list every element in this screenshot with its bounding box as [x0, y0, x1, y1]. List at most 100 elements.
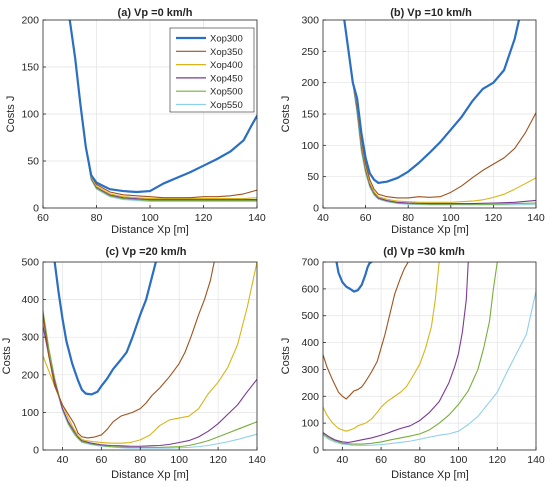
- legend-label-xop450: Xop450: [210, 73, 243, 84]
- x-tick-label: 100: [450, 454, 468, 466]
- series-line-xop300: [68, 20, 257, 194]
- x-tick-label: 100: [141, 212, 159, 224]
- legend-label-xop400: Xop400: [210, 60, 243, 71]
- legend-label-xop300: Xop300: [210, 34, 243, 45]
- y-tick-label: 0: [33, 203, 39, 215]
- x-tick-label: 60: [37, 212, 49, 224]
- y-tick-label: 150: [21, 62, 39, 74]
- x-tick-label: 140: [248, 454, 266, 466]
- series-line-xop300: [335, 262, 373, 293]
- x-tick-label: 140: [527, 454, 545, 466]
- x-tick-label: 80: [91, 212, 103, 224]
- y-tick-label: 700: [301, 257, 319, 269]
- y-tick-label: 300: [301, 15, 319, 27]
- panel-a: (a) Vp =0 km/h 60 80 100 120 140 0 50 100 150 200…: [5, 7, 266, 236]
- series-line-xop400: [343, 20, 536, 203]
- y-tick-label: 50: [27, 156, 39, 168]
- panel-a-series: [68, 20, 257, 202]
- panel-b-xlabel: Distance Xp [m]: [391, 224, 469, 236]
- series-line-xop550: [43, 317, 257, 449]
- panel-b-ticks: 40 60 80 100 120 140 0 50 100 150 200 250 300: [301, 15, 544, 225]
- x-tick-label: 80: [134, 454, 146, 466]
- y-tick-label: 500: [21, 257, 39, 269]
- series-line-xop450: [323, 262, 469, 444]
- y-tick-label: 300: [21, 332, 39, 344]
- y-tick-label: 0: [313, 203, 319, 215]
- panel-c-xlabel: Distance Xp [m]: [111, 469, 189, 481]
- panel-b-series: [343, 20, 536, 206]
- y-tick-label: 100: [21, 407, 39, 419]
- x-tick-label: 120: [209, 454, 227, 466]
- y-tick-label: 400: [21, 294, 39, 306]
- legend-label-xop500: Xop500: [210, 87, 243, 98]
- legend-label-xop350: Xop350: [210, 47, 243, 58]
- y-tick-label: 100: [301, 418, 319, 430]
- x-tick-label: 60: [96, 454, 108, 466]
- y-tick-label: 200: [301, 391, 319, 403]
- x-tick-label: 140: [248, 212, 266, 224]
- panel-d-series: [323, 262, 536, 446]
- series-line-xop350: [343, 20, 536, 199]
- panel-a-xlabel: Distance Xp [m]: [111, 224, 189, 236]
- panel-c-axes-box: [42, 261, 258, 451]
- panel-b: (b) Vp =10 km/h 40 60 80 100 120 140 0 50 100 150…: [280, 7, 545, 236]
- legend-entries: Xop300 Xop350 Xop400 Xop450 Xop500 Xop550: [176, 34, 243, 111]
- y-tick-label: 100: [301, 140, 319, 152]
- series-line-xop550: [323, 290, 536, 446]
- y-tick-label: 300: [301, 364, 319, 376]
- series-line-xop450: [343, 20, 536, 205]
- y-tick-label: 200: [21, 369, 39, 381]
- y-tick-label: 600: [301, 283, 319, 295]
- panel-a-title: (a) Vp =0 km/h: [118, 7, 193, 19]
- y-tick-label: 200: [301, 77, 319, 89]
- x-tick-label: 40: [337, 454, 349, 466]
- panel-d-grid: [323, 262, 536, 450]
- x-tick-label: 80: [402, 212, 414, 224]
- y-tick-label: 250: [301, 46, 319, 58]
- panel-b-title: (b) Vp =10 km/h: [390, 7, 472, 19]
- series-line-xop300: [343, 20, 521, 185]
- series-line-xop500: [323, 262, 498, 445]
- series-line-xop450: [43, 325, 257, 447]
- series-line-xop500: [43, 310, 257, 448]
- series-line-xop400: [323, 262, 440, 432]
- panel-c-series: [43, 262, 257, 449]
- panel-a-ticks: 60 80 100 120 140 0 50 100 150 200: [21, 15, 265, 225]
- series-line-xop400: [43, 262, 257, 444]
- panel-d-axes-box: [322, 261, 537, 451]
- x-tick-label: 40: [317, 212, 329, 224]
- panel-b-grid: [323, 20, 536, 208]
- legend: Xop300 Xop350 Xop400 Xop450 Xop500 Xop550: [169, 27, 255, 113]
- panel-c-grid: [43, 262, 257, 450]
- x-tick-label: 80: [414, 454, 426, 466]
- x-tick-label: 60: [375, 454, 387, 466]
- y-tick-label: 400: [301, 337, 319, 349]
- x-tick-label: 120: [485, 212, 503, 224]
- panel-d: (d) Vp =30 km/h 40 60 80 100 120 140 0 100 200 30…: [280, 246, 545, 481]
- y-tick-label: 200: [21, 15, 39, 27]
- x-tick-label: 120: [489, 454, 507, 466]
- y-tick-label: 150: [301, 109, 319, 121]
- panel-c-ticks: 40 60 80 100 120 140 0 100 200 300 400 500: [21, 257, 265, 467]
- panel-c: (c) Vp =20 km/h 40 60 80 100 120 140 0 100 200 30…: [1, 246, 266, 481]
- panel-d-title: (d) Vp =30 km/h: [383, 246, 465, 258]
- panel-d-xlabel: Distance Xp [m]: [391, 469, 469, 481]
- panel-d-ticks: 40 60 80 100 120 140 0 100 200 300 400 500 600 700: [301, 257, 544, 467]
- y-tick-label: 500: [301, 310, 319, 322]
- series-line-xop300: [53, 262, 157, 396]
- panel-c-ylabel: Costs J: [1, 338, 13, 375]
- x-tick-label: 100: [442, 212, 460, 224]
- y-tick-label: 100: [21, 109, 39, 121]
- series-line-xop350: [43, 262, 215, 439]
- y-tick-label: 50: [307, 171, 319, 183]
- y-tick-label: 0: [313, 445, 319, 457]
- panel-d-ylabel: Costs J: [280, 338, 292, 375]
- y-tick-label: 0: [33, 445, 39, 457]
- legend-box: [169, 27, 255, 113]
- x-tick-label: 40: [57, 454, 69, 466]
- panel-b-ylabel: Costs J: [280, 96, 292, 133]
- x-tick-label: 120: [195, 212, 213, 224]
- panel-a-ylabel: Costs J: [5, 96, 17, 133]
- panel-c-title: (c) Vp =20 km/h: [105, 246, 186, 258]
